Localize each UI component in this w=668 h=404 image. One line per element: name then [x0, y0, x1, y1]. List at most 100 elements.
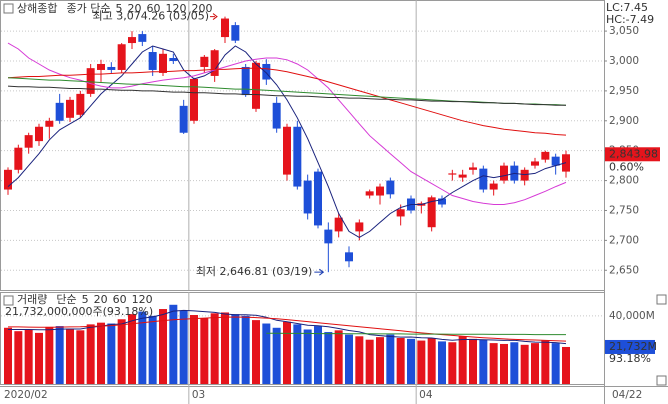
- candle-body: [200, 56, 209, 67]
- volume-bar: [210, 313, 219, 384]
- volume-bar: [283, 321, 291, 384]
- volume-bar: [448, 342, 457, 384]
- volume-bar: [190, 315, 198, 384]
- x-tick-label: 04: [419, 389, 433, 401]
- volume-bar: [117, 319, 126, 384]
- candle-body: [148, 52, 157, 70]
- y-tick-label: 2,700: [609, 234, 639, 246]
- candle-body: [489, 183, 498, 190]
- candle-body: [376, 186, 384, 196]
- volume-bar: [407, 338, 415, 384]
- volume-bar: [35, 332, 43, 384]
- candle-body: [35, 126, 43, 142]
- volume-bar: [510, 342, 519, 384]
- candle-body: [303, 180, 312, 214]
- candle-body: [45, 120, 54, 127]
- panel-button: [656, 375, 667, 386]
- moving-average: [7, 45, 567, 238]
- volume-bar: [469, 338, 477, 384]
- volume-bar: [97, 322, 105, 384]
- volume-bar: [376, 337, 384, 384]
- volume-bar: [272, 327, 281, 384]
- volume-bar: [303, 329, 312, 384]
- moving-average: [7, 85, 566, 106]
- volume-bar: [324, 332, 333, 384]
- y-tick-label: 2,750: [609, 204, 639, 216]
- volume-bar: [334, 330, 343, 384]
- candle-body: [221, 18, 229, 38]
- legend-entry: 60: [113, 293, 127, 306]
- candle-body: [314, 171, 322, 226]
- candle-body: [252, 62, 260, 109]
- volume-bar: [520, 344, 529, 384]
- candle-body: [66, 99, 74, 118]
- moving-average: [7, 77, 567, 106]
- candle-body: [24, 135, 33, 148]
- x-tick-label: 03: [192, 389, 205, 401]
- volume-bar: [551, 343, 560, 384]
- legend-entry: 20: [127, 2, 141, 15]
- legend-entry: 120: [165, 2, 186, 15]
- volume-bar: [24, 329, 33, 384]
- x-tick-label: 04/22: [612, 389, 642, 401]
- lc-label: LC:7.45: [606, 1, 648, 14]
- volume-bar: [55, 326, 64, 384]
- volume-bar: [231, 314, 240, 384]
- candle-body: [386, 180, 395, 195]
- candle-body: [138, 34, 147, 42]
- volume-bar: [200, 318, 209, 384]
- volume-tag: [605, 339, 655, 354]
- candle-body: [324, 229, 333, 244]
- volume-bar: [128, 314, 136, 384]
- volume-bar: [541, 340, 550, 384]
- legend-entry: 120: [132, 293, 153, 306]
- volume-bar: [458, 336, 467, 384]
- volume-bar: [262, 323, 271, 384]
- high-annotation: 최고 3,074.26 (03/05): [92, 10, 209, 23]
- candle-body: [355, 222, 364, 232]
- volume-bar: [396, 338, 405, 384]
- candle-body: [117, 44, 126, 70]
- candle-body: [169, 58, 178, 61]
- volume-tag-label: 21,732M: [609, 340, 657, 353]
- candle-body: [14, 147, 23, 170]
- high-arrow: [210, 13, 218, 20]
- candle-body: [76, 93, 85, 115]
- candle-body: [345, 252, 353, 262]
- price-tag: [605, 147, 660, 162]
- volume-bar: [138, 311, 147, 384]
- volume-bar: [427, 338, 436, 384]
- candle-body: [293, 126, 302, 187]
- low-annotation: 최저 2,646.81 (03/19): [196, 265, 313, 278]
- hc-label: HC:-7.49: [606, 13, 654, 26]
- moving-average: [7, 67, 567, 136]
- volume-bar: [562, 346, 570, 384]
- volume-bar: [107, 323, 116, 384]
- candle-body: [448, 173, 457, 175]
- candle-body: [438, 198, 446, 205]
- volume-bar: [489, 343, 498, 384]
- candle-body: [458, 174, 467, 178]
- volume-bar: [66, 328, 74, 384]
- candle-body: [55, 102, 64, 121]
- candle-body: [107, 66, 116, 70]
- volume-bar: [45, 326, 54, 384]
- candle-body: [520, 169, 529, 181]
- volume-average: [8, 316, 567, 342]
- y-tick-label: 2,800: [609, 175, 639, 187]
- legend-entry: 20: [94, 293, 108, 306]
- low-arrow: [314, 268, 325, 276]
- volume-bar: [86, 324, 95, 384]
- candle-body: [479, 168, 488, 190]
- volume-bar: [148, 315, 157, 384]
- y-tick-label: 2,650: [609, 264, 639, 276]
- volume-bar: [169, 304, 178, 384]
- legend-label: 종가 단순: [66, 2, 110, 15]
- legend-entry: 5: [115, 2, 122, 15]
- volume-bar: [355, 336, 364, 384]
- legend-entry: 200: [191, 2, 212, 15]
- legend-entry: 60: [146, 2, 160, 15]
- volume-bar: [241, 315, 250, 384]
- volume-bar: [221, 312, 229, 384]
